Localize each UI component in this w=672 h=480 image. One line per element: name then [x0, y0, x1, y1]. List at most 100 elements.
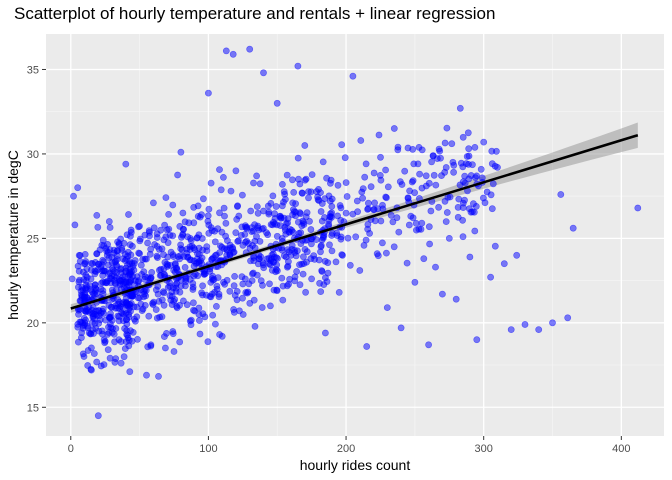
- data-point: [404, 144, 412, 152]
- data-point: [76, 257, 84, 265]
- data-point: [371, 217, 379, 225]
- data-point: [138, 307, 146, 314]
- data-point: [128, 291, 136, 299]
- data-point: [211, 252, 219, 259]
- data-point: [241, 222, 249, 230]
- data-point: [435, 203, 442, 211]
- data-point: [134, 278, 142, 286]
- data-point: [283, 171, 291, 179]
- data-point: [122, 267, 130, 275]
- data-point: [269, 192, 277, 200]
- data-point: [321, 257, 329, 265]
- data-point: [152, 286, 160, 294]
- y-tick-label: 20: [27, 318, 39, 330]
- y-tick-label: 30: [27, 149, 39, 161]
- data-point: [374, 252, 382, 260]
- data-point: [343, 193, 351, 200]
- data-point: [390, 243, 398, 251]
- data-point: [211, 238, 219, 246]
- data-point: [281, 223, 289, 231]
- data-point: [378, 239, 386, 247]
- data-point: [441, 139, 449, 147]
- data-point: [442, 218, 450, 225]
- data-point: [307, 226, 315, 233]
- data-point: [483, 188, 491, 196]
- data-point: [339, 251, 346, 259]
- data-point: [306, 217, 313, 225]
- data-point: [269, 250, 277, 258]
- data-point: [359, 185, 367, 192]
- data-point: [416, 170, 423, 178]
- data-point: [170, 266, 178, 274]
- data-point: [465, 145, 473, 153]
- data-point: [395, 228, 403, 236]
- data-point: [422, 172, 430, 180]
- data-point: [140, 293, 148, 301]
- data-point: [233, 203, 241, 210]
- data-point: [144, 274, 152, 281]
- data-point: [135, 249, 143, 257]
- data-point: [196, 330, 204, 338]
- data-point: [294, 154, 302, 162]
- data-point: [196, 213, 204, 221]
- data-point: [84, 324, 92, 332]
- data-point: [418, 146, 426, 154]
- data-point: [432, 263, 439, 271]
- data-point: [166, 231, 174, 239]
- data-point: [120, 353, 128, 361]
- data-point: [213, 282, 221, 290]
- data-point: [405, 221, 413, 229]
- data-point: [452, 295, 460, 303]
- data-point: [181, 282, 189, 290]
- data-point: [76, 297, 84, 305]
- data-point: [278, 274, 286, 282]
- data-point: [99, 290, 107, 298]
- data-point: [393, 214, 401, 222]
- data-point: [433, 155, 441, 162]
- data-point: [457, 159, 465, 167]
- x-tick-label: 300: [475, 443, 493, 455]
- data-point: [149, 301, 157, 308]
- data-point: [382, 166, 389, 174]
- data-point: [315, 197, 323, 204]
- data-point: [352, 233, 360, 241]
- data-point: [189, 279, 197, 287]
- data-point: [513, 251, 521, 259]
- data-point: [450, 161, 458, 169]
- data-point: [238, 191, 246, 199]
- data-point: [208, 275, 216, 282]
- data-point: [250, 254, 258, 261]
- data-point: [244, 288, 252, 296]
- data-point: [254, 222, 262, 230]
- data-point: [285, 248, 293, 256]
- data-point: [266, 280, 273, 288]
- data-point: [153, 230, 161, 238]
- data-point: [149, 199, 157, 207]
- data-point: [155, 297, 163, 305]
- data-point: [183, 301, 191, 309]
- data-point: [155, 372, 162, 380]
- data-point: [246, 45, 254, 53]
- data-point: [107, 310, 114, 318]
- data-point: [319, 158, 327, 166]
- data-point: [473, 336, 481, 344]
- data-point: [115, 313, 123, 320]
- data-point: [105, 218, 113, 225]
- data-point: [169, 251, 177, 258]
- data-point: [114, 238, 121, 246]
- data-point: [153, 314, 161, 322]
- data-point: [194, 250, 201, 258]
- data-point: [466, 253, 474, 261]
- data-point: [206, 267, 214, 275]
- data-point: [81, 292, 89, 299]
- data-point: [143, 371, 150, 379]
- data-point: [459, 233, 467, 241]
- data-point: [237, 231, 245, 239]
- data-point: [295, 229, 303, 237]
- data-point: [105, 301, 113, 309]
- data-point: [321, 329, 329, 337]
- data-point: [298, 260, 306, 268]
- data-point: [367, 183, 375, 191]
- data-point: [136, 237, 144, 245]
